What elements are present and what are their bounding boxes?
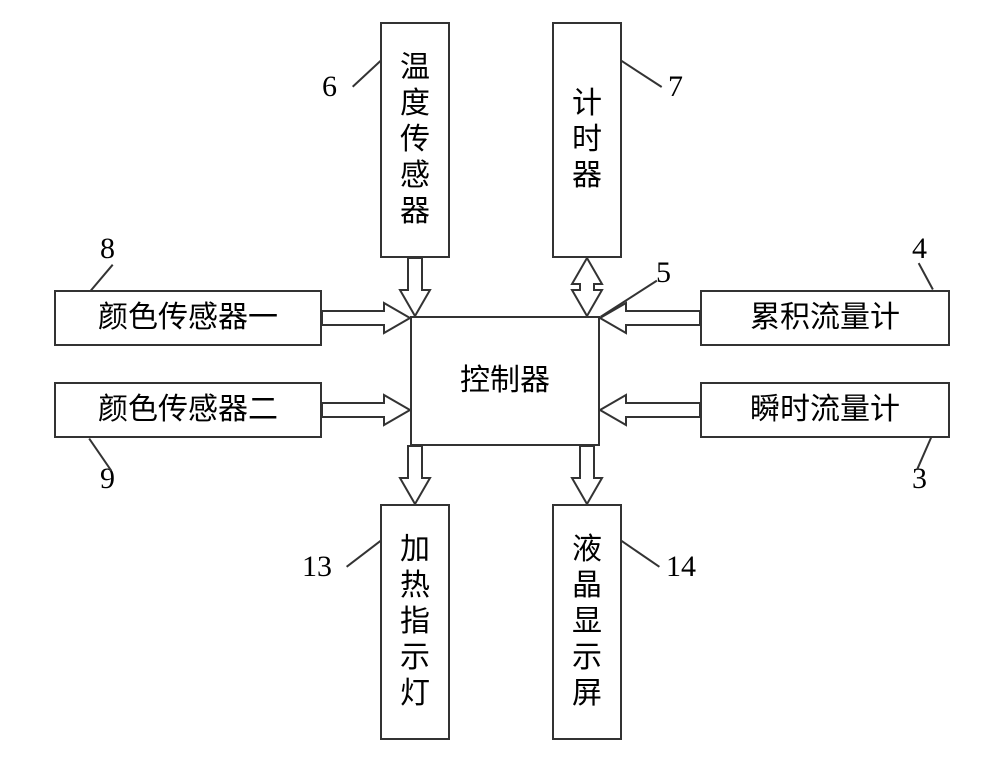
timer-label: 计 时 器 <box>572 86 602 194</box>
temp_sensor-leader <box>352 60 381 87</box>
color1-box: 颜色传感器一 <box>54 290 322 346</box>
heat_led-leader <box>346 540 381 568</box>
arrow-temp_sensor-to-controller <box>414 258 415 316</box>
lcd-label: 液 晶 显 示 屏 <box>572 532 602 712</box>
cum_flow-leader <box>918 263 934 290</box>
timer-box: 计 时 器 <box>552 22 622 258</box>
arrow-timer-to-controller <box>586 258 587 316</box>
arrow-controller-to-heat_led <box>414 446 415 504</box>
controller-label: 控制器 <box>460 363 550 399</box>
lcd-leader <box>621 540 660 568</box>
color1-number: 8 <box>100 232 115 266</box>
inst_flow-number: 3 <box>912 462 927 496</box>
temp_sensor-box: 温 度 传 感 器 <box>380 22 450 258</box>
heat_led-number: 13 <box>302 550 332 584</box>
lcd-box: 液 晶 显 示 屏 <box>552 504 622 740</box>
color1-leader <box>90 264 114 291</box>
color1-label: 颜色传感器一 <box>98 300 278 336</box>
timer-number: 7 <box>668 70 683 104</box>
cum_flow-box: 累积流量计 <box>700 290 950 346</box>
arrow-inst_flow-to-controller <box>600 409 700 410</box>
controller-box: 控制器 <box>410 316 600 446</box>
inst_flow-label: 瞬时流量计 <box>750 392 900 428</box>
ctrl_num-number: 5 <box>656 256 671 290</box>
temp_sensor-label: 温 度 传 感 器 <box>400 50 430 230</box>
inst_flow-box: 瞬时流量计 <box>700 382 950 438</box>
heat_led-box: 加 热 指 示 灯 <box>380 504 450 740</box>
arrow-cum_flow-to-controller <box>600 317 700 318</box>
arrow-color2-to-controller <box>322 410 410 411</box>
color2-box: 颜色传感器二 <box>54 382 322 438</box>
lcd-number: 14 <box>666 550 696 584</box>
arrow-controller-to-lcd <box>586 446 587 504</box>
cum_flow-label: 累积流量计 <box>750 300 900 336</box>
color2-label: 颜色传感器二 <box>98 392 278 428</box>
heat_led-label: 加 热 指 示 灯 <box>400 532 430 712</box>
arrow-color1-to-controller <box>322 318 410 319</box>
cum_flow-number: 4 <box>912 232 927 266</box>
temp_sensor-number: 6 <box>322 70 337 104</box>
timer-leader <box>621 60 662 88</box>
